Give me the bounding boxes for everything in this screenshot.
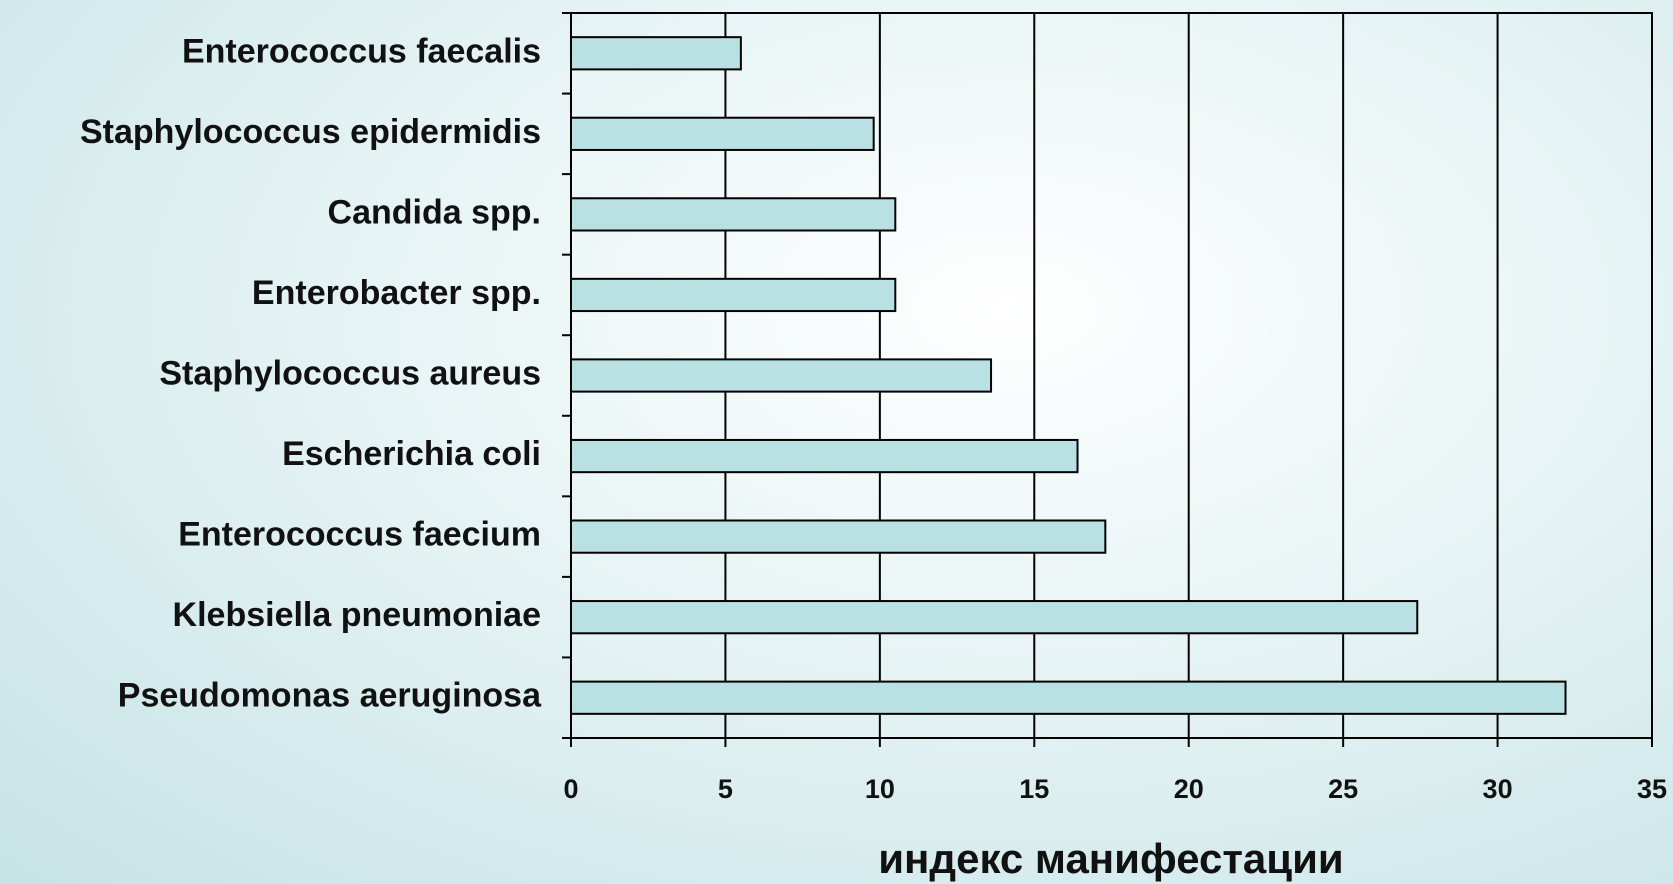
y-tick-label: Enterococcus faecalis xyxy=(182,32,541,70)
x-tick-label: 20 xyxy=(1174,774,1204,804)
y-tick-label: Enterococcus faecium xyxy=(178,516,541,554)
y-tick-label: Candida spp. xyxy=(328,193,541,231)
x-tick-label: 0 xyxy=(563,774,578,804)
y-tick-label: Escherichia coli xyxy=(282,435,541,473)
y-tick-label: Pseudomonas aeruginosa xyxy=(118,677,542,715)
y-tick-label: Enterobacter spp. xyxy=(252,274,541,312)
y-tick-label: Staphylococcus epidermidis xyxy=(80,113,541,151)
bar xyxy=(570,358,993,393)
x-tick-label: 30 xyxy=(1483,774,1513,804)
bar xyxy=(570,277,897,313)
y-tick-label: Klebsiella pneumoniae xyxy=(173,596,541,634)
x-tick-label: 15 xyxy=(1019,774,1049,804)
bar xyxy=(570,519,1107,554)
x-axis-label: индекс манифестации xyxy=(878,835,1344,882)
bar xyxy=(570,197,897,232)
x-tick-label: 10 xyxy=(865,774,895,804)
bar xyxy=(570,36,742,71)
x-tick-label: 35 xyxy=(1637,774,1667,804)
x-tick-label: 25 xyxy=(1328,774,1358,804)
bar xyxy=(570,116,875,151)
bar xyxy=(570,680,1567,715)
x-tick-label: 5 xyxy=(718,774,733,804)
bar xyxy=(570,438,1079,474)
y-tick-label: Staphylococcus aureus xyxy=(159,354,541,392)
bar xyxy=(570,600,1419,635)
